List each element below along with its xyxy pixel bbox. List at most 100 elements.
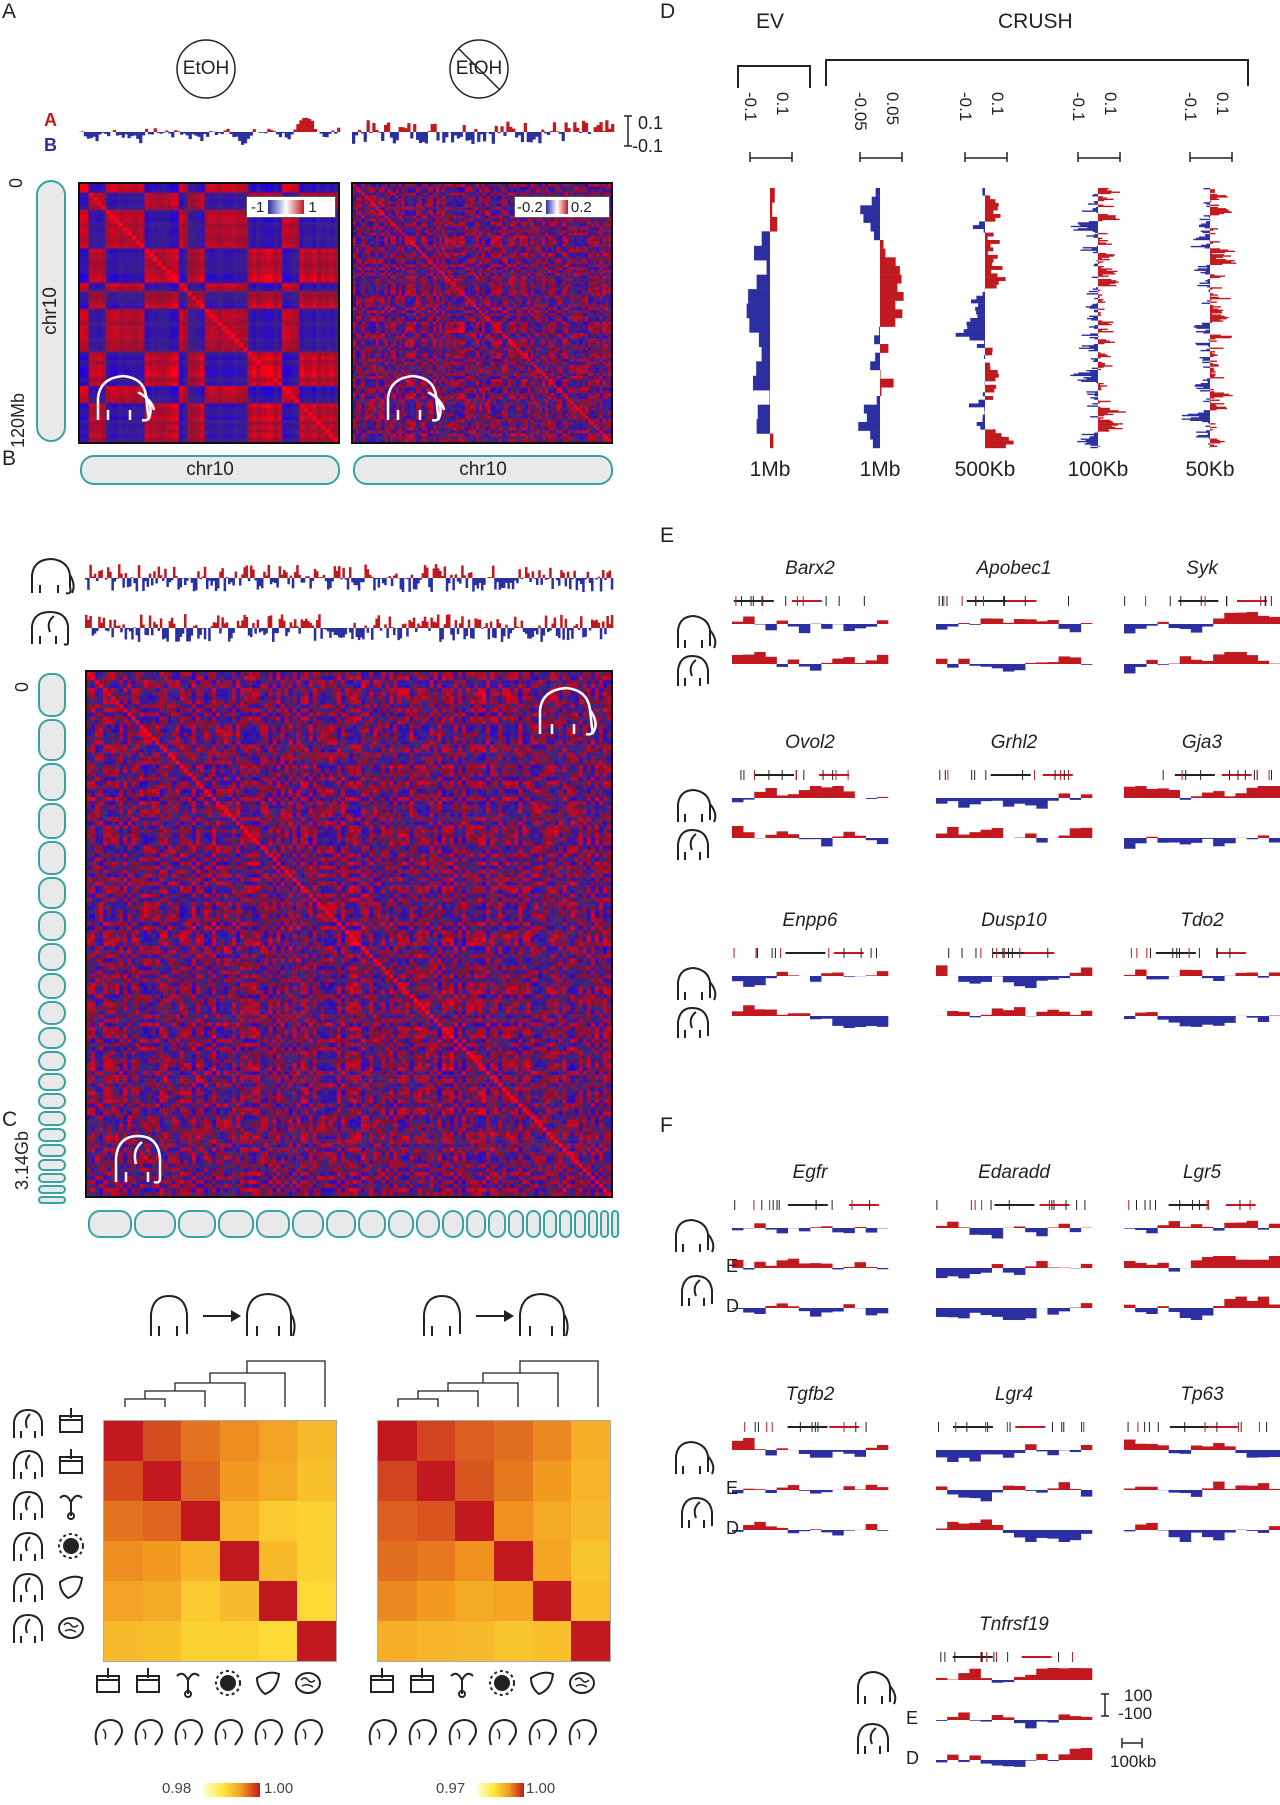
compartment-bar: [865, 838, 878, 841]
compartment-bar: [1014, 664, 1026, 671]
compartment-bar: [1036, 1530, 1048, 1538]
eigenvector-bar: [1098, 308, 1105, 310]
eigenvector-bar: [1210, 391, 1215, 393]
heatmap-cell: [297, 1581, 336, 1621]
eigenvector-bar: [972, 225, 985, 230]
eigenvector-bar: [1094, 392, 1098, 394]
compartment-track: [1124, 786, 1280, 800]
compartment-bar: [140, 614, 143, 628]
compartment-bar: [353, 578, 356, 586]
eigenvector-bar: [1094, 234, 1098, 236]
y-bottom-label: 120Mb: [8, 392, 28, 448]
compartment-bar: [1025, 1266, 1037, 1268]
compartment-bar: [1257, 1296, 1270, 1308]
compartment-bar: [1025, 1308, 1037, 1319]
compartment-bar: [142, 624, 145, 628]
compartment-bar: [865, 798, 878, 799]
eigenvector-bar: [1210, 393, 1229, 396]
eigenvector-bar: [766, 260, 770, 275]
eigenvector-bar: [1190, 245, 1210, 248]
reproductive-icon: [447, 1668, 477, 1703]
compartment-bar: [558, 132, 562, 134]
compartment-track: [732, 1484, 889, 1494]
eigenvector-bar: [1194, 269, 1210, 271]
eigenvector-bar: [1098, 299, 1104, 301]
compartment-bar: [1179, 798, 1192, 800]
compartment-bar: [485, 623, 488, 628]
gene-label: Tgfb2: [785, 1384, 835, 1405]
compartment-bar: [580, 578, 583, 585]
eigenvector-bar: [1073, 229, 1098, 231]
compartment-bar: [366, 628, 370, 633]
compartment-bar: [497, 132, 501, 134]
compartment-bar: [404, 128, 408, 132]
heatmap-cell: [455, 1541, 494, 1581]
compartment-bar: [787, 624, 800, 627]
compartment-bar: [375, 129, 379, 132]
compartment-bar: [186, 578, 189, 581]
eigenvector-bar: [1199, 225, 1210, 228]
compartment-bar: [487, 628, 491, 640]
legend-right-min: -0.2: [517, 198, 543, 216]
eigenvector-bar: [1098, 289, 1101, 292]
compartment-bar: [1213, 1443, 1225, 1450]
eigenvector-bar: [1089, 315, 1098, 318]
compartment-bar: [980, 829, 993, 838]
eigenvector-bar: [1090, 397, 1098, 399]
heatmap-cell: [297, 1421, 336, 1461]
compartment-bar: [1135, 1228, 1147, 1231]
compartment-bar: [166, 628, 169, 642]
compartment-bar: [214, 132, 219, 136]
compartment-bar: [602, 130, 606, 132]
compartment-bar: [489, 577, 493, 578]
compartment-bar: [564, 618, 568, 628]
eigenvector-bar: [1092, 316, 1098, 319]
compartment-bar: [560, 570, 563, 578]
eigenvector-bar: [1098, 300, 1102, 302]
eigenvector-bar: [1098, 368, 1102, 371]
compartment-bar: [491, 132, 495, 144]
compartment-bar: [1025, 1674, 1037, 1680]
eigenvector-bar: [1210, 204, 1219, 206]
correlation-heatmap-right: [377, 1420, 611, 1662]
eigenvector-bar: [1070, 374, 1098, 377]
compartment-bar: [1014, 1677, 1026, 1680]
eigenvector-bar: [1210, 370, 1214, 372]
compartment-bar: [329, 578, 332, 589]
compartment-bar: [100, 622, 103, 628]
compartment-bar: [1202, 976, 1214, 979]
compartment-bar: [278, 132, 283, 138]
eigenvector-bar: [985, 280, 999, 285]
compartment-bar: [991, 798, 1004, 801]
compartment-bar: [461, 616, 464, 628]
compartment-bar: [595, 578, 598, 580]
compartment-bar: [258, 132, 262, 133]
compartment-bar: [732, 976, 744, 982]
compartment-bar: [340, 628, 343, 638]
compartment-bar: [936, 1450, 948, 1458]
compartment-bar: [177, 628, 180, 642]
compartment-bar: [1080, 794, 1093, 798]
compartment-bar: [1246, 1300, 1259, 1308]
compartment-bar: [551, 578, 554, 590]
compartment-bar: [412, 578, 416, 590]
gene-annotation-track: [948, 948, 1055, 958]
no-etoh-circle-icon: [449, 39, 509, 99]
eigenvector-bar: [985, 377, 996, 382]
compartment-bar: [357, 628, 361, 641]
eigenvector-bar: [770, 202, 773, 218]
compartment-bar: [483, 627, 486, 628]
heatmap-cell: [220, 1461, 259, 1501]
compartment-bar: [980, 1014, 993, 1016]
eigenvector-bar: [761, 231, 770, 246]
axis-neg-label: -0.1: [1181, 92, 1200, 122]
eigenvector-bar: [1210, 406, 1226, 409]
compartment-bar: [1047, 619, 1059, 624]
head-icon: [91, 1715, 125, 1754]
compartment-bar: [456, 578, 460, 582]
chromosome-pill: [388, 1210, 414, 1238]
eigenvector-bar: [1207, 279, 1210, 281]
compartment-bar: [1047, 976, 1059, 980]
chromosome-pill: [134, 1210, 176, 1238]
eigenvector-bar: [1098, 270, 1118, 273]
